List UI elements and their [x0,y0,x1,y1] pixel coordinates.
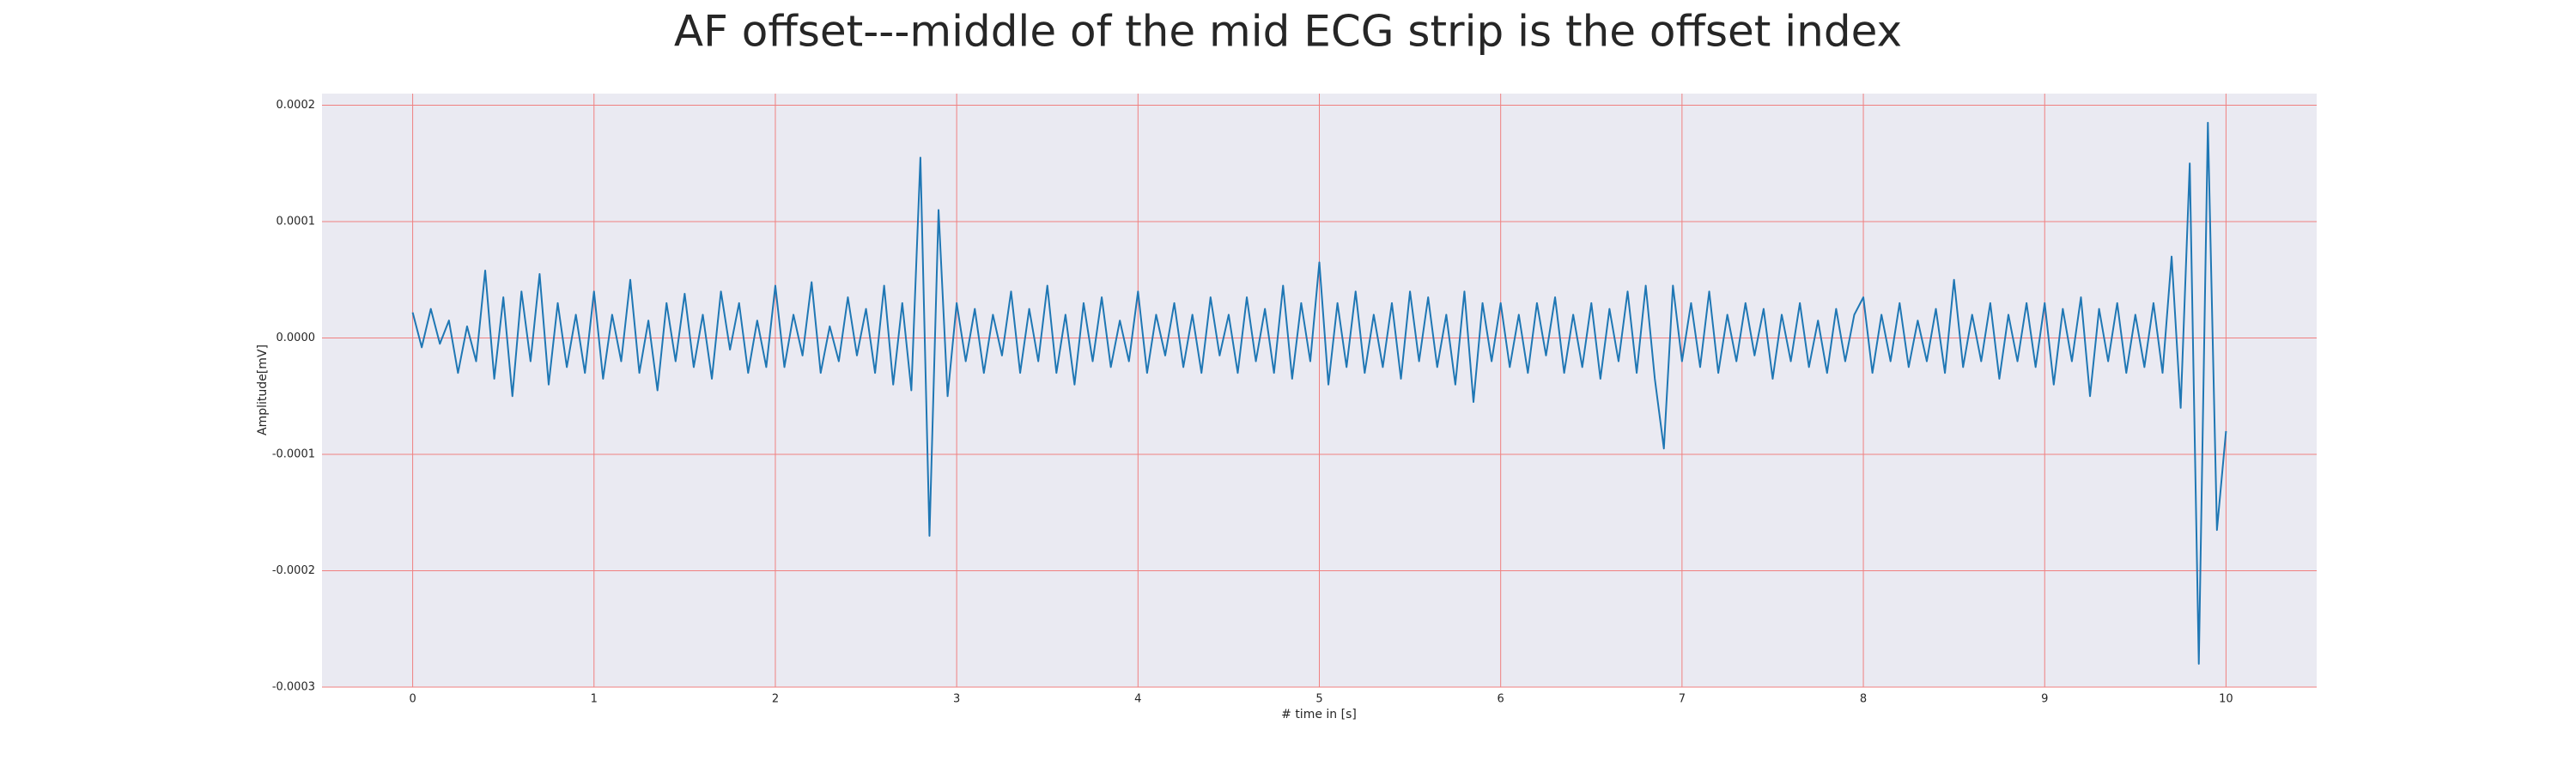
x-tick-label: 6 [1498,693,1504,706]
x-axis-label: # time in [s] [1281,708,1357,721]
x-tick-label: 8 [1860,693,1867,706]
y-tick-label: 0.0001 [276,216,316,228]
y-axis-label: Amplitude[mV] [256,344,270,435]
x-tick-label: 3 [953,693,960,706]
x-tick-label: 5 [1315,693,1322,706]
x-tick-label: 7 [1679,693,1686,706]
plot-area [322,94,2317,688]
chart-title: AF offset---middle of the mid ECG strip … [674,7,1902,57]
x-tick-label: 9 [2041,693,2048,706]
signal-line [411,121,2227,665]
x-tick-label: 10 [2219,693,2233,706]
y-tick-label: 0.0002 [276,99,316,112]
x-tick-label: 1 [591,693,598,706]
x-tick-label: 2 [772,693,779,706]
x-tick-label: 4 [1134,693,1141,706]
y-tick-label: 0.0000 [276,332,316,344]
y-tick-label: -0.0002 [272,564,315,577]
y-tick-label: -0.0003 [272,681,315,694]
y-tick-label: -0.0001 [272,448,315,461]
x-tick-label: 0 [409,693,416,706]
